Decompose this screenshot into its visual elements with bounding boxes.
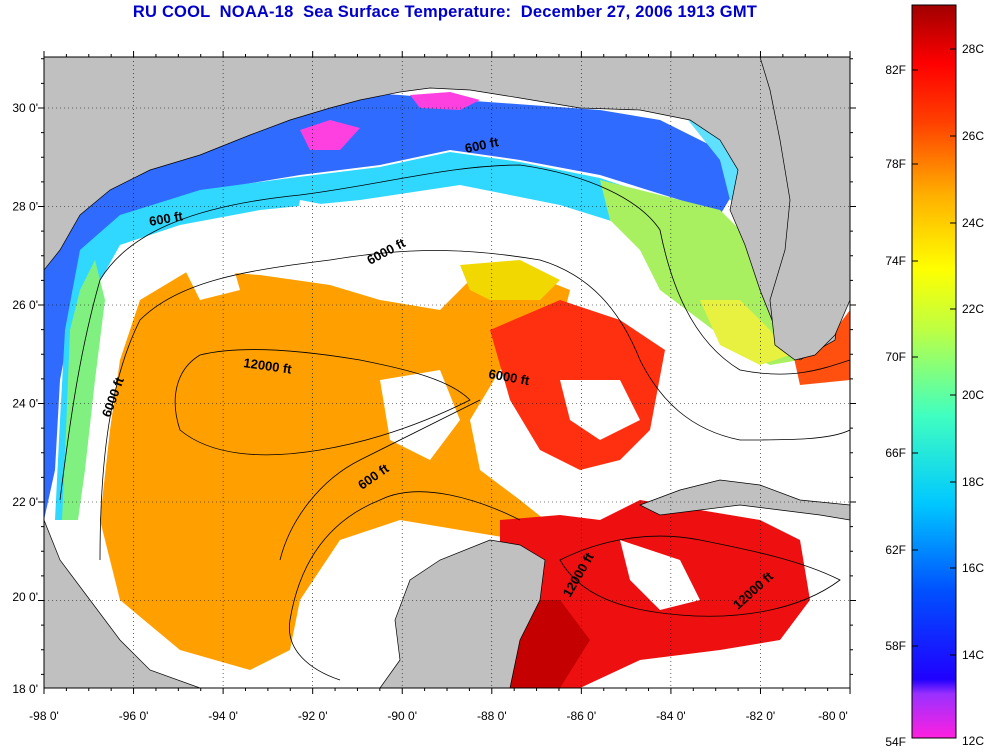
lon-tick-label: -82 0' (746, 709, 776, 723)
lat-tick-label: 28 0' (12, 200, 38, 214)
contour-12000ft-caribbean (559, 535, 841, 617)
c-label: 22C (962, 302, 984, 316)
c-label: 28C (962, 42, 984, 56)
lat-tick-label: 18 0' (12, 682, 38, 696)
contour-label: 6000 ft (487, 366, 531, 388)
contour-6000ft-2 (279, 399, 481, 561)
lon-tick-label: -90 0' (387, 709, 417, 723)
lon-tick-label: -84 0' (656, 709, 686, 723)
colorbar-gradient (911, 4, 957, 739)
colorbar-ticks (912, 48, 956, 656)
f-label: 66F (885, 446, 906, 460)
lon-tick-label: -80 0' (818, 709, 848, 723)
c-label: 26C (962, 129, 984, 143)
lat-tick-label: 22 0' (12, 495, 38, 509)
c-label: 16C (962, 561, 984, 575)
sst-nearshore-cold (300, 120, 360, 150)
f-label: 70F (885, 350, 906, 364)
f-label: 58F (885, 639, 906, 653)
c-label: 20C (962, 388, 984, 402)
colorbar: 82F 78F 74F 70F 66F 62F 58F 54F 28C 26C … (885, 4, 984, 749)
colorbar-celsius: 28C 26C 24C 22C 20C 18C 16C 14C 12C (962, 42, 984, 748)
lon-tick-label: -92 0' (298, 709, 328, 723)
c-label: 14C (962, 648, 984, 662)
f-label: 74F (885, 254, 906, 268)
land-mexico (44, 519, 546, 688)
lon-tick-label: -88 0' (477, 709, 507, 723)
contour-12000ft (174, 349, 471, 456)
contour-label: 12000 ft (243, 355, 294, 377)
sst-central-yellow (460, 260, 560, 300)
contour-6000ft (99, 250, 850, 561)
f-label: 62F (885, 543, 906, 557)
lat-tick-label: 24 0' (12, 397, 38, 411)
lon-tick-label: -86 0' (566, 709, 596, 723)
sst-green-west (62, 260, 105, 520)
cloud-gap-3 (560, 380, 640, 440)
depth-contours (59, 164, 850, 681)
cloud-gap-1 (290, 200, 430, 280)
sst-florida-yellow (700, 300, 790, 365)
lat-tick-label: 26 0' (12, 298, 38, 312)
lon-labels: -98 0' -96 0' -94 0' -92 0' -90 0' -88 0… (29, 709, 848, 723)
lon-tick-label: -94 0' (208, 709, 238, 723)
colorbar-fahrenheit: 82F 78F 74F 70F 66F 62F 58F 54F (885, 63, 906, 749)
land-florida-peninsula (759, 57, 850, 361)
sst-nearshore-cold-2 (410, 92, 480, 110)
contour-label: 600 ft (148, 208, 185, 229)
f-label: 54F (885, 735, 906, 749)
lat-tick-label: 20 0' (12, 590, 38, 604)
contour-label: 600 ft (464, 134, 501, 156)
cloud-gap-5 (180, 255, 240, 300)
c-label: 18C (962, 475, 984, 489)
f-label: 78F (885, 157, 906, 171)
lon-tick-label: -98 0' (29, 709, 59, 723)
map-title: RU COOL NOAA-18 Sea Surface Temperature:… (132, 3, 758, 21)
map-layers (44, 57, 850, 688)
lat-tick-label: 30 0' (12, 101, 38, 115)
sst-central-orange (100, 270, 570, 670)
cloud-gap-2 (380, 370, 460, 460)
contour-600ft (59, 164, 850, 501)
cloud-gap-4 (620, 540, 700, 610)
c-label: 24C (962, 216, 984, 230)
sst-cold-shelf (44, 90, 735, 520)
f-label: 82F (885, 63, 906, 77)
axis-ticks (38, 51, 856, 694)
lon-tick-label: -96 0' (119, 709, 149, 723)
contour-600ft-south (288, 491, 521, 681)
lat-labels: 30 0' 28 0' 26 0' 24 0' 22 0' 20 0' 18 0… (12, 101, 38, 696)
c-label: 12C (962, 734, 984, 748)
land-cuba (639, 479, 850, 521)
